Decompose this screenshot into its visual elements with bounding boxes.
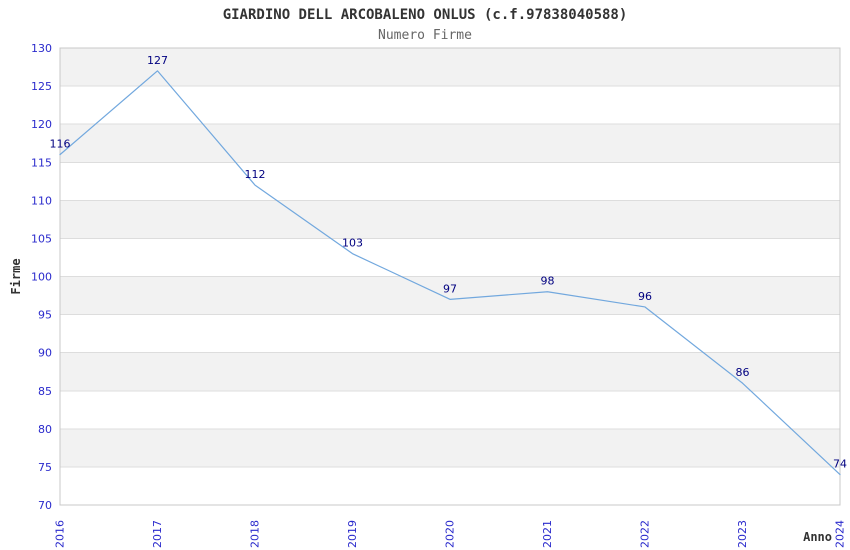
y-tick-label: 130 (31, 42, 52, 55)
x-tick-label: 2020 (444, 520, 457, 548)
plot-band (59, 314, 841, 354)
data-line (59, 70, 841, 476)
data-point-label: 96 (638, 290, 652, 303)
y-tick-label: 120 (31, 118, 52, 131)
y-tick-label: 105 (31, 232, 52, 245)
data-point-label: 112 (245, 168, 266, 181)
data-point-label: 98 (541, 275, 555, 288)
x-tick-label: 2022 (639, 520, 652, 548)
y-tick-label: 80 (38, 423, 52, 436)
plot-band (59, 428, 841, 468)
y-tick-label: 125 (31, 80, 52, 93)
data-point-label: 74 (833, 458, 847, 471)
y-axis-title: Firme (9, 258, 23, 294)
x-tick-label: 2017 (151, 520, 164, 548)
plot-band (59, 85, 841, 125)
data-point-label: 116 (50, 138, 71, 151)
x-axis-title: Anno (803, 530, 832, 544)
data-point-label: 127 (147, 54, 168, 67)
y-tick-label: 115 (31, 156, 52, 169)
plot-band (59, 199, 841, 239)
y-tick-label: 100 (31, 271, 52, 284)
plot-band (59, 161, 841, 201)
y-tick-label: 85 (38, 385, 52, 398)
plot-band (59, 352, 841, 392)
plot-band (59, 47, 841, 87)
plot-band (59, 123, 841, 163)
plot-bands (59, 47, 841, 506)
chart-title: GIARDINO DELL ARCOBALENO ONLUS (c.f.9783… (222, 7, 628, 23)
x-tick-label: 2018 (249, 520, 262, 548)
plot-band (59, 390, 841, 430)
x-axis-tick-labels: 2016 2017 2018 2019 2020 2021 2022 2023 2024 (54, 520, 847, 548)
x-tick-label: 2021 (541, 520, 554, 548)
y-tick-label: 110 (31, 194, 52, 207)
plot-band (59, 466, 841, 506)
x-tick-label: 2019 (346, 520, 359, 548)
y-tick-label: 95 (38, 309, 52, 322)
y-tick-label: 70 (38, 499, 52, 512)
x-tick-label: 2024 (834, 520, 847, 548)
y-tick-label: 75 (38, 461, 52, 474)
plot-border (59, 47, 841, 506)
data-point-label: 103 (342, 237, 363, 250)
plot-band (59, 237, 841, 278)
y-axis-tick-labels: 70 75 80 85 90 95 100 105 110 115 120 125 130 (31, 42, 52, 512)
data-point-label: 86 (736, 366, 750, 379)
x-tick-label: 2023 (736, 520, 749, 548)
plot-band (59, 276, 841, 316)
x-tick-label: 2016 (54, 520, 67, 548)
y-tick-label: 90 (38, 347, 52, 360)
data-point-labels: 116 127 112 103 97 98 96 86 74 (50, 54, 848, 471)
chart-subtitle: Numero Firme (378, 28, 472, 43)
data-point-label: 97 (443, 282, 457, 295)
